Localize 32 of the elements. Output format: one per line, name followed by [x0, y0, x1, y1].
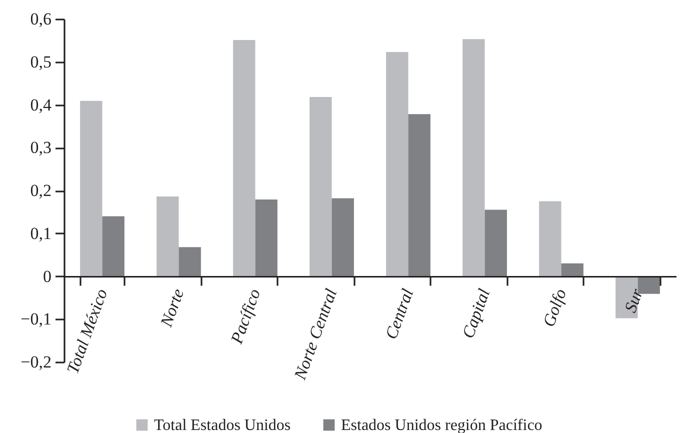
- y-tick-label: 0,2: [30, 181, 52, 200]
- bar: [386, 52, 408, 276]
- bar: [539, 201, 562, 276]
- bar: [484, 210, 507, 276]
- y-tick-label: 0: [43, 266, 52, 286]
- y-tick-label: 0,6: [30, 10, 52, 28]
- x-tick-label: Capital: [458, 286, 494, 341]
- y-tick-label: 0,1: [30, 224, 52, 243]
- bar: [310, 97, 332, 276]
- legend-label: Total Estados Unidos: [154, 417, 291, 433]
- x-tick-label: Norte Central: [290, 286, 341, 383]
- x-tick-label: Norte: [156, 286, 188, 330]
- bar: [102, 216, 124, 276]
- bar: [561, 263, 584, 276]
- bar: [80, 100, 102, 276]
- bar: [332, 198, 354, 276]
- x-tick-label: Total México: [63, 286, 112, 376]
- bar: [462, 39, 485, 276]
- y-tick-label: 0,5: [30, 52, 52, 72]
- bar: [178, 247, 201, 276]
- bar: [156, 196, 179, 276]
- y-tick-label: 0,4: [30, 95, 52, 114]
- bar: [233, 40, 256, 276]
- x-tick-label: Pacífico: [226, 286, 264, 348]
- bar: [255, 200, 278, 276]
- y-tick-label: −0,1: [20, 310, 52, 329]
- y-tick-label: 0,3: [30, 138, 52, 158]
- x-tick-label: Sur: [620, 286, 647, 316]
- x-tick-label: Golfo: [539, 286, 570, 330]
- x-tick-label: Central: [382, 286, 418, 342]
- y-tick-label: −0,2: [20, 352, 52, 372]
- bar: [408, 114, 430, 276]
